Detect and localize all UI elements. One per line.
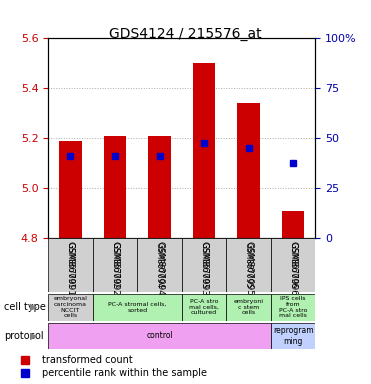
Bar — [226, 238, 271, 292]
Bar — [271, 238, 315, 292]
Bar — [48, 238, 93, 292]
Bar — [237, 103, 260, 238]
Bar — [182, 294, 226, 321]
Bar — [48, 323, 271, 349]
Text: GSM867095: GSM867095 — [244, 241, 253, 296]
Bar — [282, 210, 304, 238]
Text: GSM867094: GSM867094 — [155, 242, 164, 288]
Bar — [137, 238, 182, 292]
Text: embryonal
carcinoma
NCCIT
cells: embryonal carcinoma NCCIT cells — [53, 296, 88, 318]
Text: GSM867094: GSM867094 — [155, 241, 164, 296]
Text: embryoni
c stem
cells: embryoni c stem cells — [234, 299, 263, 316]
Text: control: control — [146, 331, 173, 341]
Text: GSM867096: GSM867096 — [289, 241, 298, 296]
Bar — [148, 136, 171, 238]
Text: protocol: protocol — [4, 331, 43, 341]
Text: reprogram
ming: reprogram ming — [273, 326, 313, 346]
Text: GDS4124 / 215576_at: GDS4124 / 215576_at — [109, 27, 262, 41]
Text: GSM867092: GSM867092 — [111, 241, 119, 296]
Bar — [48, 294, 93, 321]
Text: PC-A stromal cells,
sorted: PC-A stromal cells, sorted — [108, 302, 167, 313]
Text: GSM867096: GSM867096 — [289, 242, 298, 288]
Text: ▶: ▶ — [30, 302, 37, 312]
Bar — [193, 63, 215, 238]
Text: percentile rank within the sample: percentile rank within the sample — [42, 368, 207, 379]
Bar — [271, 294, 315, 321]
Text: GSM867092: GSM867092 — [111, 242, 119, 288]
Text: GSM867091: GSM867091 — [66, 241, 75, 296]
Text: GSM867095: GSM867095 — [244, 242, 253, 288]
Bar — [182, 238, 226, 292]
Text: GSM867091: GSM867091 — [66, 242, 75, 288]
Text: IPS cells
from
PC-A stro
mal cells: IPS cells from PC-A stro mal cells — [279, 296, 307, 318]
Bar — [226, 294, 271, 321]
Text: GSM867093: GSM867093 — [200, 241, 209, 296]
Bar — [271, 323, 315, 349]
Bar — [93, 238, 137, 292]
Bar — [93, 294, 182, 321]
Bar — [104, 136, 126, 238]
Text: PC-A stro
mal cells,
cultured: PC-A stro mal cells, cultured — [189, 299, 219, 316]
Text: transformed count: transformed count — [42, 355, 133, 365]
Bar — [59, 141, 82, 238]
Text: ▶: ▶ — [30, 331, 37, 341]
Text: cell type: cell type — [4, 302, 46, 312]
Text: GSM867093: GSM867093 — [200, 242, 209, 288]
